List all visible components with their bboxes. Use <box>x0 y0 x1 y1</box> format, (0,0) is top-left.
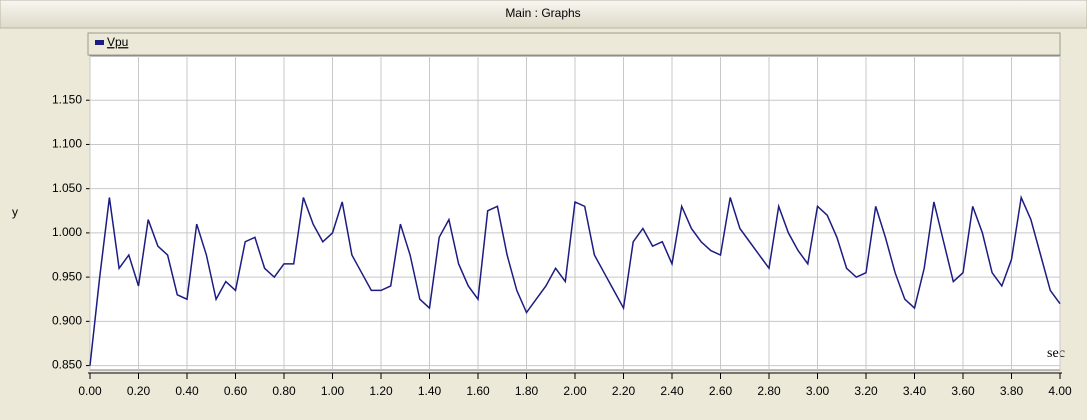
y-tick-label: 0.850 <box>52 358 82 372</box>
x-tick-label: 1.60 <box>466 384 490 398</box>
y-tick-label: 1.150 <box>52 92 82 106</box>
x-tick-label: 1.00 <box>321 384 345 398</box>
y-axis-label: y <box>12 205 18 219</box>
y-tick-label: 0.900 <box>52 314 82 328</box>
y-tick-label: 1.100 <box>52 137 82 151</box>
data-line <box>89 194 1061 366</box>
x-tick-label: 3.20 <box>854 384 878 398</box>
y-tick-label: 1.000 <box>52 225 82 239</box>
x-tick-label: 2.60 <box>709 384 733 398</box>
x-tick-label: 4.00 <box>1048 384 1072 398</box>
x-tick-label: 3.60 <box>951 384 975 398</box>
x-tick-label: 0.40 <box>175 384 199 398</box>
window-title: Main : Graphs <box>505 6 580 20</box>
legend-bar <box>87 32 1061 56</box>
x-tick-label: 2.80 <box>757 384 781 398</box>
x-tick-label: 0.60 <box>224 384 248 398</box>
x-tick-label: 0.20 <box>127 384 151 398</box>
x-tick-label: 3.80 <box>1000 384 1024 398</box>
x-tick-label: 1.20 <box>369 384 393 398</box>
x-axis-label: sec <box>1047 346 1065 361</box>
x-tick-label: 0.80 <box>272 384 296 398</box>
x-tick-label: 1.40 <box>418 384 442 398</box>
x-tick-label: 2.00 <box>563 384 587 398</box>
y-tick-label: 1.050 <box>52 181 82 195</box>
x-tick-label: 3.00 <box>806 384 830 398</box>
x-tick-label: 0.00 <box>78 384 102 398</box>
legend-label: Vpu <box>107 35 128 49</box>
title-bar <box>0 0 1087 29</box>
y-tick-label: 0.950 <box>52 269 82 283</box>
x-tick-label: 2.40 <box>660 384 684 398</box>
x-tick-label: 2.20 <box>612 384 636 398</box>
legend-swatch <box>95 40 104 45</box>
x-tick-label: 3.40 <box>903 384 927 398</box>
x-tick-label: 1.80 <box>515 384 539 398</box>
